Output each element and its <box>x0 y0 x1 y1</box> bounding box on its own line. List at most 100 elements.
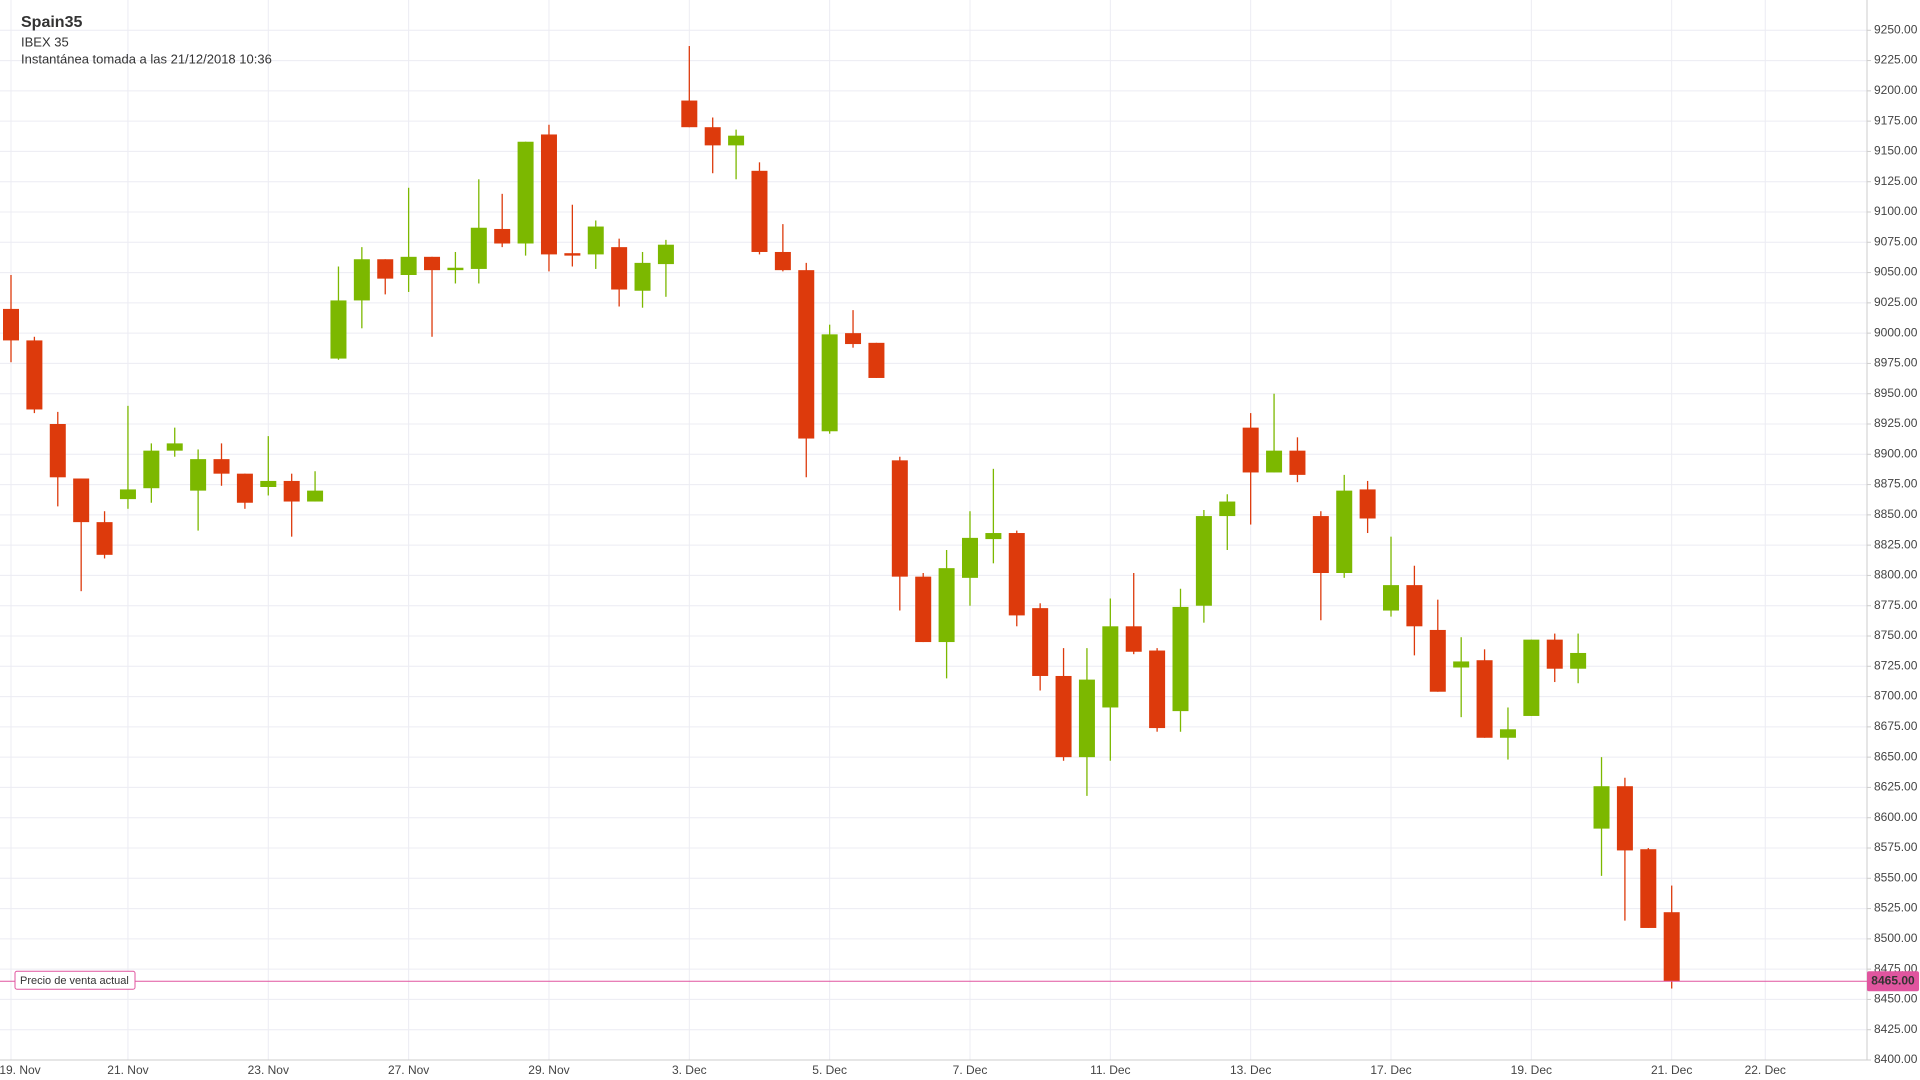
subtitle: IBEX 35 <box>21 34 69 49</box>
candle-body <box>1499 729 1516 738</box>
y-tick-label: 9000.00 <box>1874 325 1918 339</box>
candle-body <box>1383 585 1400 611</box>
x-tick-label: 11. Dec <box>1090 1063 1130 1077</box>
candle-body <box>985 533 1002 540</box>
current-price-label: 8465.00 <box>1871 973 1915 987</box>
candle-body <box>307 490 324 502</box>
current-price-name: Precio de venta actual <box>20 975 129 987</box>
y-tick-label: 8500.00 <box>1874 931 1918 945</box>
candle-body <box>1453 661 1470 668</box>
candle-body <box>611 247 628 290</box>
candle-body <box>540 134 557 255</box>
y-tick-label: 9225.00 <box>1874 53 1918 67</box>
candle-body <box>891 460 908 577</box>
labels: 8400.008425.008450.008475.008500.008525.… <box>0 22 1919 1077</box>
y-tick-label: 8850.00 <box>1874 507 1918 521</box>
candle-body <box>213 459 230 474</box>
y-tick-label: 8450.00 <box>1874 992 1918 1006</box>
x-tick-label: 5. Dec <box>812 1063 847 1077</box>
y-tick-label: 8725.00 <box>1874 658 1918 672</box>
y-tick-label: 8400.00 <box>1874 1052 1918 1066</box>
candle-body <box>1055 675 1072 758</box>
y-tick-label: 9075.00 <box>1874 234 1918 248</box>
candle-body <box>1616 786 1633 851</box>
candle-body <box>1172 606 1189 712</box>
candle-body <box>353 259 370 301</box>
y-tick-label: 9175.00 <box>1874 113 1918 127</box>
candle-body <box>915 576 932 643</box>
y-tick-label: 8900.00 <box>1874 446 1918 460</box>
y-tick-label: 8675.00 <box>1874 719 1918 733</box>
candle-body <box>868 342 885 378</box>
candle-body <box>494 228 511 244</box>
candle-body <box>1008 533 1025 616</box>
candle-body <box>1476 660 1493 738</box>
candle-body <box>728 135 745 146</box>
candle-body <box>236 473 253 503</box>
grid <box>0 0 1871 1061</box>
candle-body <box>73 478 90 523</box>
y-tick-label: 9100.00 <box>1874 204 1918 218</box>
candle-body <box>400 256 417 275</box>
x-tick-label: 27. Nov <box>388 1063 429 1077</box>
candle-body <box>517 141 534 244</box>
candle-body <box>1429 629 1446 692</box>
x-tick-label: 13. Dec <box>1230 1063 1271 1077</box>
candle-body <box>166 443 183 451</box>
candle-body <box>1102 626 1119 708</box>
y-tick-label: 9125.00 <box>1874 174 1918 188</box>
snapshot-time: Instantánea tomada a las 21/12/2018 10:3… <box>21 51 272 66</box>
x-tick-label: 17. Dec <box>1370 1063 1411 1077</box>
y-tick-label: 8625.00 <box>1874 780 1918 794</box>
candle-body <box>283 480 300 502</box>
candle-body <box>260 480 277 487</box>
candle-body <box>3 308 19 341</box>
candle-body <box>821 334 838 432</box>
y-tick-label: 9025.00 <box>1874 295 1918 309</box>
x-tick-label: 19. Nov <box>0 1063 41 1077</box>
candle-body <box>1312 516 1329 574</box>
marks <box>3 46 1680 989</box>
candle-body <box>447 267 464 271</box>
candle-body <box>1359 489 1376 519</box>
x-tick-label: 19. Dec <box>1511 1063 1552 1077</box>
y-tick-label: 9150.00 <box>1874 144 1918 158</box>
candle-body <box>1546 639 1563 669</box>
candle-body <box>1523 639 1540 716</box>
current-price-badge <box>1867 971 1919 992</box>
candle-body <box>564 253 581 256</box>
candle-body <box>1406 585 1423 627</box>
y-tick-label: 9200.00 <box>1874 83 1918 97</box>
x-tick-label: 3. Dec <box>672 1063 707 1077</box>
x-tick-label: 29. Nov <box>528 1063 569 1077</box>
candle-body <box>751 170 768 252</box>
candle-body <box>1640 849 1657 928</box>
y-tick-label: 8750.00 <box>1874 628 1918 642</box>
candle-body <box>1336 490 1353 574</box>
y-tick-label: 8975.00 <box>1874 356 1918 370</box>
y-tick-label: 8700.00 <box>1874 689 1918 703</box>
candle-body <box>49 424 66 478</box>
candle-body <box>330 300 347 359</box>
y-tick-label: 9250.00 <box>1874 22 1918 36</box>
y-tick-label: 8425.00 <box>1874 1022 1918 1036</box>
x-tick-label: 7. Dec <box>953 1063 988 1077</box>
y-tick-label: 8875.00 <box>1874 477 1918 491</box>
x-tick-label: 21. Dec <box>1651 1063 1692 1077</box>
candle-body <box>657 244 674 265</box>
candle-body <box>587 226 604 255</box>
y-tick-label: 8825.00 <box>1874 537 1918 551</box>
candle-body <box>377 259 394 279</box>
candle-body <box>798 270 815 439</box>
y-tick-label: 8775.00 <box>1874 598 1918 612</box>
candle-body <box>1149 650 1166 729</box>
candle-body <box>961 537 978 578</box>
candle-body <box>96 522 113 555</box>
candle-body <box>1195 516 1212 606</box>
y-tick-label: 8525.00 <box>1874 901 1918 915</box>
candle-body <box>1593 786 1610 829</box>
y-tick-label: 8950.00 <box>1874 386 1918 400</box>
x-tick-label: 21. Nov <box>107 1063 148 1077</box>
candle-body <box>26 340 43 410</box>
